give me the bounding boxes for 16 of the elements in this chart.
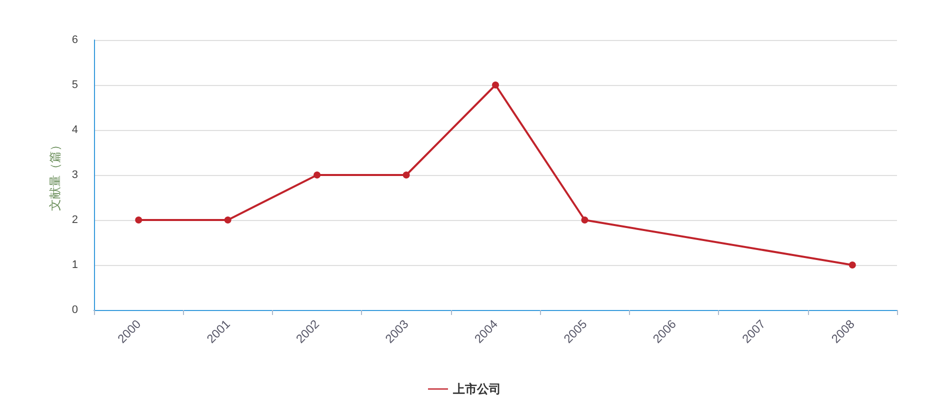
point (224, 216, 232, 224)
point (581, 216, 588, 224)
y-tick-label: 3 (72, 169, 78, 181)
point (492, 82, 499, 88)
point (135, 216, 142, 224)
y-tick-label: 5 (72, 79, 78, 91)
point (314, 172, 321, 178)
legend-label: 上市公司 (452, 382, 501, 396)
y-tick-label: 0 (72, 304, 78, 316)
point (848, 262, 856, 268)
y-tick-label: 2 (72, 214, 78, 226)
y-tick-label: 6 (72, 34, 78, 46)
y-tick-label: 1 (72, 259, 78, 271)
point (402, 172, 410, 178)
y-axis-title: 文献量（篇） (48, 139, 62, 211)
y-tick-label: 4 (72, 124, 78, 136)
